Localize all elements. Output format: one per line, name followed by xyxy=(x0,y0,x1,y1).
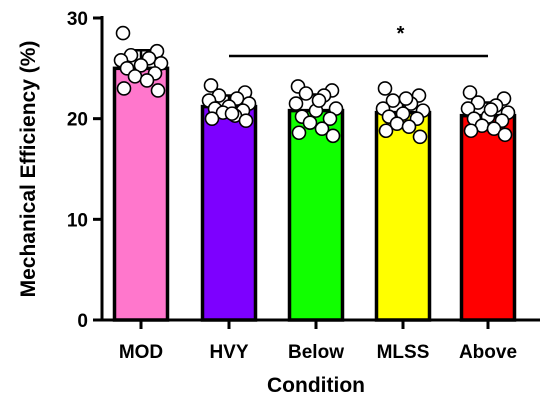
x-tick-label-mod: MOD xyxy=(119,342,163,363)
data-point-mlss xyxy=(378,123,394,139)
data-point-below xyxy=(314,121,330,137)
x-tick-label-above: Above xyxy=(459,342,517,363)
data-point-mod xyxy=(139,73,155,88)
x-tick-label-below: Below xyxy=(288,342,344,363)
data-point-mlss xyxy=(401,119,417,135)
data-point-above xyxy=(497,127,513,143)
data-point-mlss xyxy=(412,129,428,145)
data-point-mod xyxy=(127,69,143,84)
bar-mod xyxy=(112,66,170,322)
y-tick-label-0: 0 xyxy=(77,311,88,332)
data-point-hvy xyxy=(203,78,219,93)
data-point-below xyxy=(291,125,307,141)
data-point-mlss xyxy=(398,91,414,106)
significance-marker: * xyxy=(397,23,405,45)
data-point-below xyxy=(311,93,327,108)
data-point-below xyxy=(302,115,318,130)
data-point-above xyxy=(483,102,499,117)
y-axis-title: Mechanical Efficiency (%) xyxy=(17,41,40,298)
bar-hvy xyxy=(200,104,258,322)
y-tick-label-30: 30 xyxy=(67,9,88,30)
data-point-above xyxy=(462,85,478,100)
data-point-mod xyxy=(115,25,131,41)
data-point-hvy xyxy=(224,106,240,121)
data-point-hvy xyxy=(238,113,254,128)
data-point-below xyxy=(325,128,341,144)
x-axis-title: Condition xyxy=(267,374,365,397)
y-tick-label-10: 10 xyxy=(67,210,88,231)
data-point-below xyxy=(322,111,338,126)
data-point-mlss xyxy=(377,81,393,96)
x-tick-label-mlss: MLSS xyxy=(377,342,430,363)
data-point-mod xyxy=(133,58,149,73)
data-point-mod xyxy=(116,81,132,96)
data-point-mod xyxy=(150,83,166,98)
data-point-hvy xyxy=(204,111,220,126)
data-point-below xyxy=(298,86,314,101)
data-point-above xyxy=(463,123,479,139)
data-point-below xyxy=(288,96,304,111)
data-point-above xyxy=(486,121,502,137)
y-tick-label-20: 20 xyxy=(67,110,88,131)
bar-above xyxy=(459,113,517,322)
x-tick-label-hvy: HVY xyxy=(209,342,248,363)
